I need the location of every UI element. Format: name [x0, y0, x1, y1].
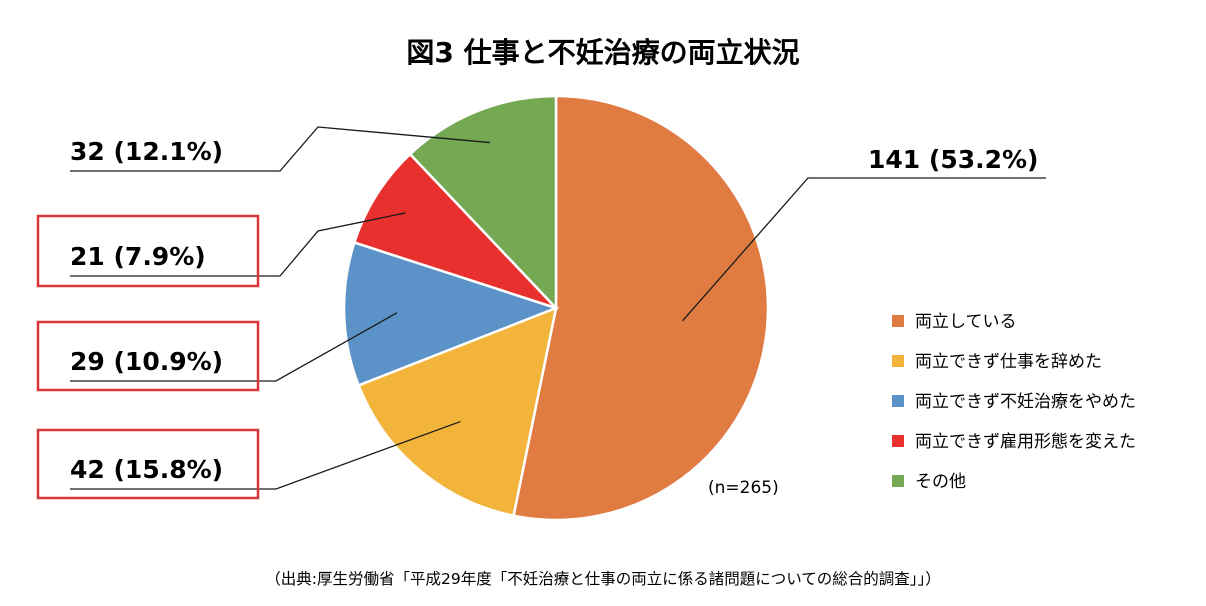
highlight-box-3	[36, 320, 260, 392]
data-labels: 141 (53.2%) 42 (15.8%) 29 (10.9%) 21 (7.9%)…	[36, 137, 1038, 500]
data-label-4: 21 (7.9%)	[70, 242, 206, 271]
legend-label-3: 両立できず不妊治療をやめた	[915, 392, 1136, 412]
leader-line-5	[70, 126, 491, 172]
legend-label-5: その他	[915, 472, 966, 492]
data-label-1: 141 (53.2%)	[868, 145, 1038, 174]
legend-swatch-1	[892, 315, 904, 327]
sample-size-note: (n=265)	[708, 478, 779, 498]
legend-label-4: 両立できず雇用形態を変えた	[915, 432, 1136, 452]
legend-swatch-2	[892, 355, 904, 367]
leader-line-4	[70, 212, 406, 277]
legend-label-1: 両立している	[915, 312, 1017, 332]
highlight-box-2	[36, 428, 260, 500]
data-label-5: 32 (12.1%)	[70, 137, 223, 166]
pie-slice-2	[356, 305, 558, 518]
legend: 両立している両立できず仕事を辞めた両立できず不妊治療をやめた両立できず雇用形態を…	[892, 312, 1136, 492]
legend-swatch-5	[892, 475, 904, 487]
pie-slice-4	[352, 152, 557, 310]
legend-swatch-4	[892, 435, 904, 447]
leader-line-3	[70, 312, 398, 382]
legend-swatch-3	[892, 395, 904, 407]
pie-slice-1	[512, 94, 770, 522]
pie-slice-5	[408, 94, 558, 312]
legend-label-2: 両立できず仕事を辞めた	[915, 352, 1102, 372]
pie-slices	[342, 94, 770, 522]
leader-line-2	[70, 420, 461, 490]
data-label-3: 29 (10.9%)	[70, 347, 223, 376]
chart-title: 図3 仕事と不妊治療の両立状況	[406, 36, 799, 69]
leader-lines	[70, 126, 1046, 490]
data-label-2: 42 (15.8%)	[70, 455, 223, 484]
source-caption: （出典:厚生労働省「平成29年度「不妊治療と仕事の両立に係る諸問題についての総合…	[265, 570, 940, 588]
leader-line-1	[682, 177, 1046, 322]
pie-slice-3	[342, 240, 560, 387]
highlight-box-4	[36, 214, 260, 288]
